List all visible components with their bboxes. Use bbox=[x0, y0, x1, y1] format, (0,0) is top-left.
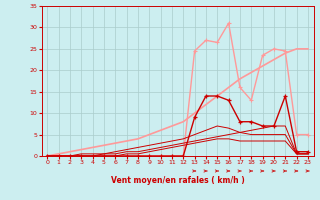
X-axis label: Vent moyen/en rafales ( km/h ): Vent moyen/en rafales ( km/h ) bbox=[111, 176, 244, 185]
